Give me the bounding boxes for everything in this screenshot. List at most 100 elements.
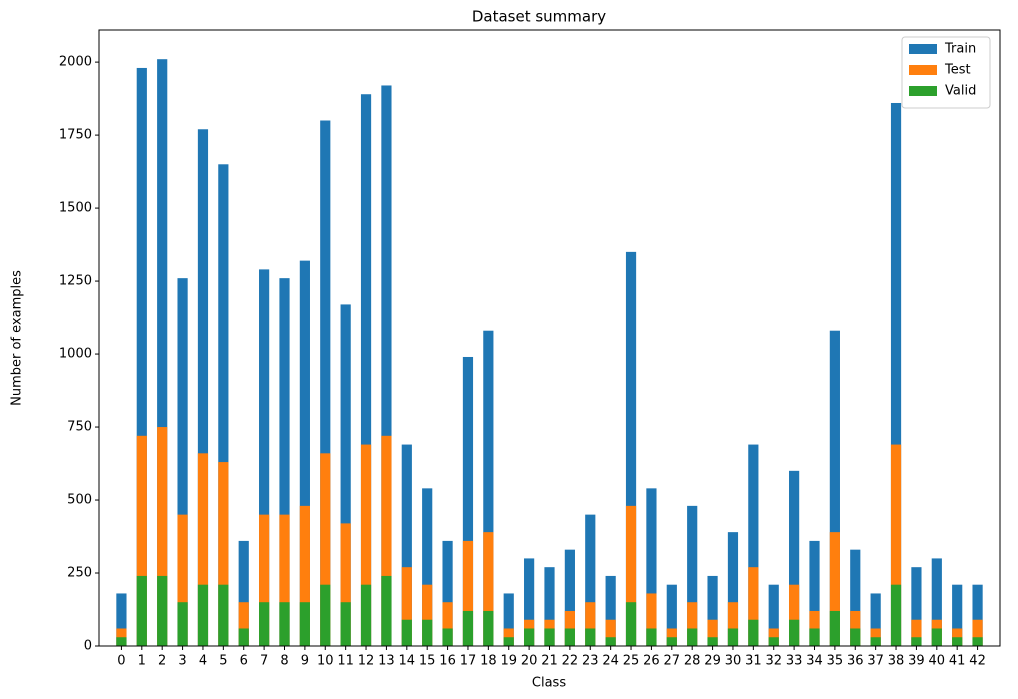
- bar: [360, 584, 372, 646]
- x-tick-label: 0: [117, 654, 125, 669]
- bar: [483, 532, 494, 646]
- bar: [136, 435, 147, 646]
- bar: [829, 330, 840, 646]
- bar: [707, 575, 718, 646]
- x-tick-label: 35: [827, 654, 844, 669]
- x-tick-label: 29: [704, 654, 721, 669]
- bar: [218, 462, 229, 646]
- x-tick-label: 23: [582, 654, 599, 669]
- x-tick-label: 13: [378, 654, 395, 669]
- bar: [524, 558, 535, 646]
- bar: [809, 540, 820, 646]
- bar: [789, 584, 800, 646]
- plot-area: [116, 59, 983, 647]
- legend-swatch: [909, 44, 937, 54]
- bar: [483, 610, 494, 646]
- bar: [340, 304, 351, 646]
- x-tick-label: 40: [929, 654, 946, 669]
- bar: [157, 427, 168, 646]
- bar: [646, 628, 657, 646]
- bar: [850, 628, 861, 646]
- bar: [931, 628, 942, 646]
- bar: [524, 628, 535, 646]
- y-tick-label: 250: [67, 566, 92, 581]
- x-tick-label: 6: [240, 654, 248, 669]
- x-tick-label: 2: [158, 654, 166, 669]
- bar: [748, 619, 759, 646]
- bar: [789, 470, 800, 646]
- bar: [952, 637, 963, 646]
- x-tick-label: 15: [419, 654, 436, 669]
- bar: [218, 164, 229, 647]
- bar: [116, 593, 127, 646]
- x-tick-label: 14: [399, 654, 416, 669]
- bar: [972, 619, 983, 646]
- bar: [259, 514, 270, 646]
- chart-title: Dataset summary: [472, 8, 606, 26]
- bar: [911, 637, 922, 646]
- x-tick-label: 42: [969, 654, 986, 669]
- y-tick-label: 750: [67, 420, 92, 435]
- bar: [544, 628, 555, 646]
- x-tick-label: 21: [541, 654, 558, 669]
- bar: [727, 602, 739, 646]
- legend-swatch: [909, 65, 937, 75]
- bar: [259, 602, 270, 646]
- x-tick-label: 37: [867, 654, 884, 669]
- bar: [360, 94, 372, 647]
- bar: [197, 584, 209, 646]
- bar: [177, 602, 188, 646]
- x-tick-label: 32: [765, 654, 782, 669]
- x-tick-label: 24: [602, 654, 619, 669]
- legend-label: Valid: [945, 84, 976, 99]
- legend-label: Train: [944, 42, 976, 57]
- bar: [829, 610, 840, 646]
- x-axis-label: Class: [532, 676, 566, 691]
- bar: [136, 67, 147, 646]
- bar: [585, 628, 596, 646]
- bar: [462, 540, 474, 646]
- bar: [340, 523, 351, 646]
- axes-frame: [98, 29, 1001, 647]
- bar: [299, 505, 310, 646]
- bar: [197, 453, 209, 646]
- bar: [748, 567, 759, 646]
- bar: [809, 628, 820, 646]
- x-tick-label: 4: [199, 654, 207, 669]
- bar: [422, 619, 433, 646]
- bar: [422, 488, 433, 646]
- bar: [870, 593, 881, 646]
- bar: [972, 637, 983, 646]
- x-tick-label: 39: [908, 654, 925, 669]
- bar: [605, 637, 616, 646]
- bar: [707, 619, 718, 646]
- bar: [544, 567, 555, 646]
- bar: [177, 514, 188, 646]
- bar: [462, 356, 474, 646]
- x-tick-label: 18: [480, 654, 497, 669]
- bar: [605, 575, 616, 646]
- x-tick-label: 3: [178, 654, 186, 669]
- bar: [890, 102, 902, 646]
- bar: [422, 584, 433, 646]
- bar: [666, 637, 677, 646]
- bar: [768, 637, 779, 646]
- bar: [299, 260, 310, 646]
- bar: [727, 628, 739, 646]
- bar: [585, 602, 596, 646]
- bar: [503, 593, 514, 646]
- bar: [829, 532, 840, 646]
- bar: [116, 637, 127, 646]
- x-tick-label: 38: [888, 654, 905, 669]
- x-tick-label: 28: [684, 654, 701, 669]
- x-tick-label: 16: [439, 654, 456, 669]
- bar: [952, 584, 963, 646]
- bar: [381, 575, 392, 646]
- bar: [238, 628, 249, 646]
- bar: [789, 619, 800, 646]
- x-tick-label: 9: [301, 654, 309, 669]
- x-tick-label: 30: [725, 654, 742, 669]
- x-tick-label: 20: [521, 654, 538, 669]
- bar: [136, 575, 147, 646]
